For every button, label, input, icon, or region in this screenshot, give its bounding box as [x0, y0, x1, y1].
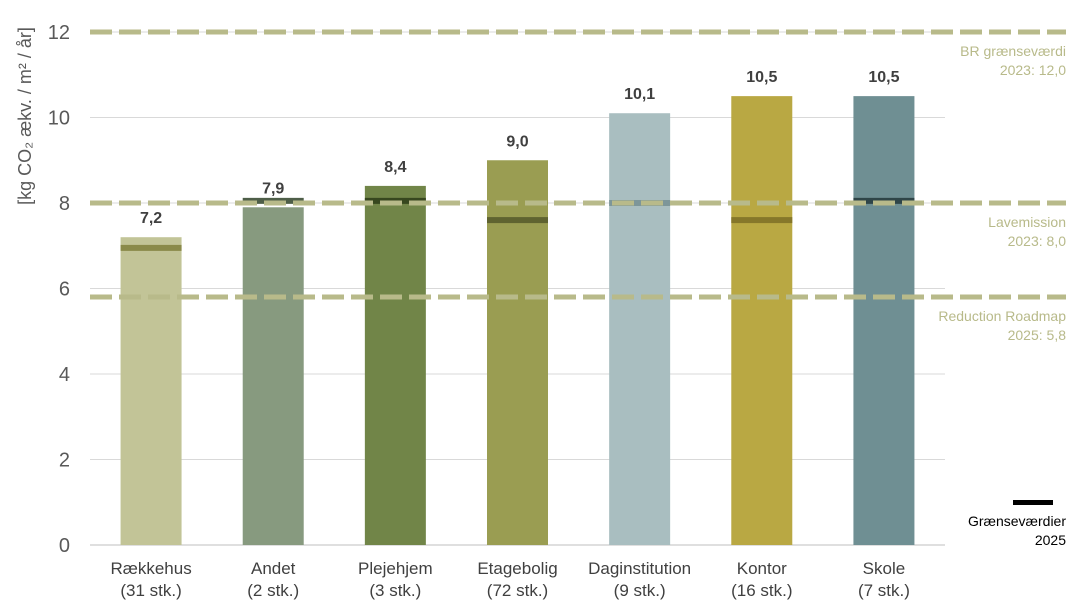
- bar: [609, 113, 671, 545]
- reference-line-value-label: 2023: 8,0: [1008, 233, 1067, 249]
- limit-2025-marker: [731, 217, 793, 224]
- reference-line-layer: [90, 29, 1066, 300]
- bar: [242, 207, 304, 545]
- y-tick-label: 0: [59, 535, 70, 557]
- reference-line-value-label: 2023: 12,0: [1000, 62, 1066, 78]
- bar: [364, 185, 426, 545]
- reference-line-label: Lavemission: [988, 214, 1066, 230]
- bar: [853, 96, 915, 545]
- y-tick-label: 8: [59, 193, 70, 215]
- data-label: 9,0: [506, 133, 528, 150]
- data-label: 10,1: [624, 86, 655, 103]
- category-count-label: (9 stk.): [614, 581, 666, 600]
- legend-swatch: [1013, 500, 1053, 505]
- bar: [120, 237, 182, 545]
- limit-2025-marker: [609, 200, 671, 206]
- category-count-label: (31 stk.): [120, 581, 181, 600]
- category-count-label: (2 stk.): [247, 581, 299, 600]
- y-tick-label: 10: [48, 108, 70, 130]
- y-tick-label: 12: [48, 22, 70, 44]
- data-label: 7,9: [262, 180, 284, 197]
- limit-2025-marker: [120, 244, 182, 251]
- y-tick-label: 4: [59, 364, 70, 386]
- category-label: Andet: [251, 559, 296, 578]
- data-label: 10,5: [868, 69, 899, 86]
- category-count-label: (72 stk.): [487, 581, 548, 600]
- label-layer: 0 2 4 6 8 10 12 7,2 Rækkehus (31 stk.) 7,9 Andet (2 …: [48, 22, 1067, 600]
- category-label: Etagebolig: [477, 559, 557, 578]
- reference-line-label: Reduction Roadmap: [938, 308, 1066, 324]
- legend-label-year: 2025: [1035, 532, 1066, 548]
- data-label: 8,4: [384, 159, 406, 176]
- bar: [487, 160, 548, 545]
- limit-2025-marker: [487, 217, 548, 224]
- category-count-label: (7 stk.): [858, 581, 910, 600]
- data-label: 10,5: [746, 69, 777, 86]
- category-label: Rækkehus: [110, 559, 191, 578]
- y-axis-label: [kg CO₂ ækv. / m² / år]: [15, 27, 35, 205]
- category-label: Plejehjem: [358, 559, 433, 578]
- reference-line-value-label: 2025: 5,8: [1008, 327, 1067, 343]
- category-label: Skole: [863, 559, 906, 578]
- bar: [731, 96, 793, 545]
- y-tick-label: 2: [59, 450, 70, 472]
- category-label: Kontor: [737, 559, 787, 578]
- data-label: 7,2: [140, 210, 162, 227]
- category-label: Daginstitution: [588, 559, 691, 578]
- legend-label: Grænseværdier: [968, 513, 1066, 529]
- y-tick-label: 6: [59, 279, 70, 301]
- category-count-label: (3 stk.): [369, 581, 421, 600]
- bar-layer: [120, 96, 915, 545]
- category-count-label: (16 stk.): [731, 581, 792, 600]
- reference-line-label: BR grænseværdi: [960, 43, 1066, 59]
